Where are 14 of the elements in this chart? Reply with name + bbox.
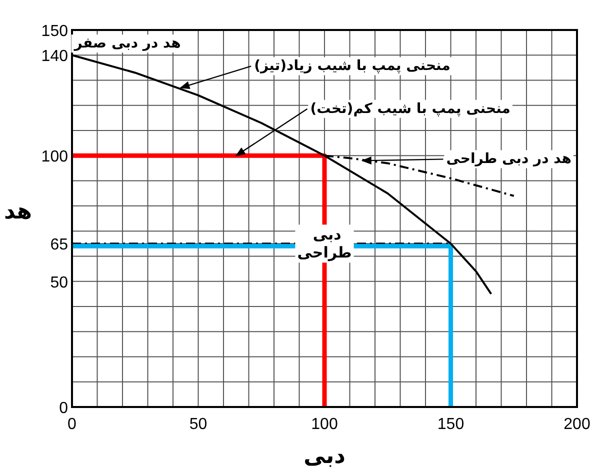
x-tick-label: 150 (437, 416, 464, 433)
x-tick-label: 200 (564, 416, 590, 433)
y-tick-label: 150 (41, 23, 68, 40)
y-axis-title: هد (4, 200, 32, 224)
y-tick-label: 100 (41, 148, 68, 166)
annotation: منحنی پمپ با شیب زیاد(تیز) (254, 58, 450, 74)
x-axis-title: دبی (304, 444, 346, 469)
y-tick-label: 50 (50, 274, 68, 292)
y-tick-label: 65 (50, 236, 68, 254)
annotation: منحنی پمپ با شیب کم(تخت) (310, 100, 510, 117)
x-tick-label: 100 (311, 416, 338, 433)
y-tick-label: 0 (59, 400, 68, 417)
y-tick-label: 140 (41, 48, 68, 66)
x-tick-label: 50 (189, 416, 208, 433)
